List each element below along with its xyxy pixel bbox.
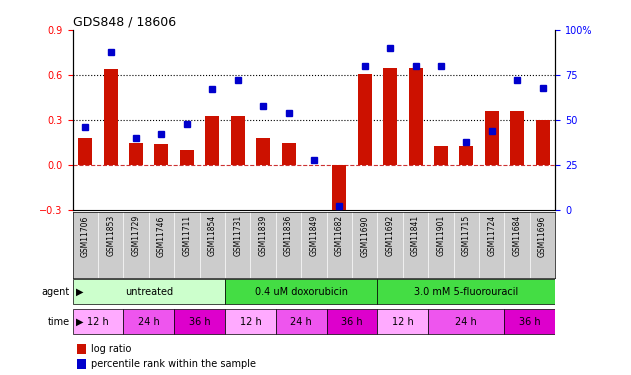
Text: GSM11841: GSM11841 [411, 215, 420, 256]
Text: 12 h: 12 h [87, 316, 109, 327]
Bar [103, 69, 117, 165]
Bar [180, 150, 194, 165]
Text: 36 h: 36 h [341, 316, 363, 327]
Bar [510, 111, 524, 165]
Text: 36 h: 36 h [519, 316, 541, 327]
Text: GSM11692: GSM11692 [386, 215, 394, 256]
Text: GSM11682: GSM11682 [335, 215, 344, 256]
Text: log ratio: log ratio [91, 344, 131, 354]
Bar [276, 309, 327, 334]
Text: 24 h: 24 h [290, 316, 312, 327]
Bar [225, 279, 377, 304]
Text: 12 h: 12 h [240, 316, 261, 327]
Bar [256, 138, 270, 165]
Text: GSM11901: GSM11901 [437, 215, 445, 256]
Bar [78, 344, 86, 354]
Bar [327, 309, 377, 334]
Text: GSM11706: GSM11706 [81, 215, 90, 256]
Bar [434, 146, 448, 165]
Text: GSM11729: GSM11729 [132, 215, 141, 256]
Text: time: time [47, 316, 69, 327]
Text: GSM11696: GSM11696 [538, 215, 547, 256]
Bar [155, 144, 168, 165]
Text: 3.0 mM 5-fluorouracil: 3.0 mM 5-fluorouracil [414, 286, 519, 297]
Bar [281, 142, 295, 165]
Text: GSM11731: GSM11731 [233, 215, 242, 256]
Text: 36 h: 36 h [189, 316, 210, 327]
Text: 0.4 uM doxorubicin: 0.4 uM doxorubicin [255, 286, 348, 297]
Text: GSM11746: GSM11746 [157, 215, 166, 256]
Bar [504, 309, 555, 334]
Text: ▶: ▶ [76, 286, 83, 297]
Bar [428, 309, 504, 334]
Text: untreated: untreated [125, 286, 173, 297]
Text: percentile rank within the sample: percentile rank within the sample [91, 359, 256, 369]
Text: GDS848 / 18606: GDS848 / 18606 [73, 16, 175, 29]
Text: 24 h: 24 h [138, 316, 160, 327]
Bar [377, 279, 555, 304]
Bar [358, 74, 372, 165]
Bar [174, 309, 225, 334]
Text: GSM11849: GSM11849 [309, 215, 319, 256]
Text: GSM11724: GSM11724 [487, 215, 496, 256]
Text: GSM11839: GSM11839 [259, 215, 268, 256]
Text: GSM11684: GSM11684 [512, 215, 522, 256]
Bar [231, 116, 245, 165]
Bar [78, 359, 86, 369]
Text: agent: agent [41, 286, 69, 297]
Bar [333, 165, 346, 216]
Bar [408, 68, 423, 165]
Text: GSM11715: GSM11715 [462, 215, 471, 256]
Bar [377, 309, 428, 334]
Bar [73, 279, 225, 304]
Bar [459, 146, 473, 165]
Bar [124, 309, 174, 334]
Bar [205, 116, 220, 165]
Bar [225, 309, 276, 334]
Text: GSM11836: GSM11836 [284, 215, 293, 256]
Text: 24 h: 24 h [456, 316, 477, 327]
Bar [129, 142, 143, 165]
Bar [485, 111, 498, 165]
Text: GSM11711: GSM11711 [182, 215, 191, 256]
Text: GSM11690: GSM11690 [360, 215, 369, 256]
Text: GSM11854: GSM11854 [208, 215, 217, 256]
Bar [536, 120, 550, 165]
Bar [383, 68, 397, 165]
Text: GSM11853: GSM11853 [106, 215, 115, 256]
Text: 12 h: 12 h [392, 316, 414, 327]
Bar [73, 309, 124, 334]
Text: ▶: ▶ [76, 316, 83, 327]
Bar [78, 138, 92, 165]
